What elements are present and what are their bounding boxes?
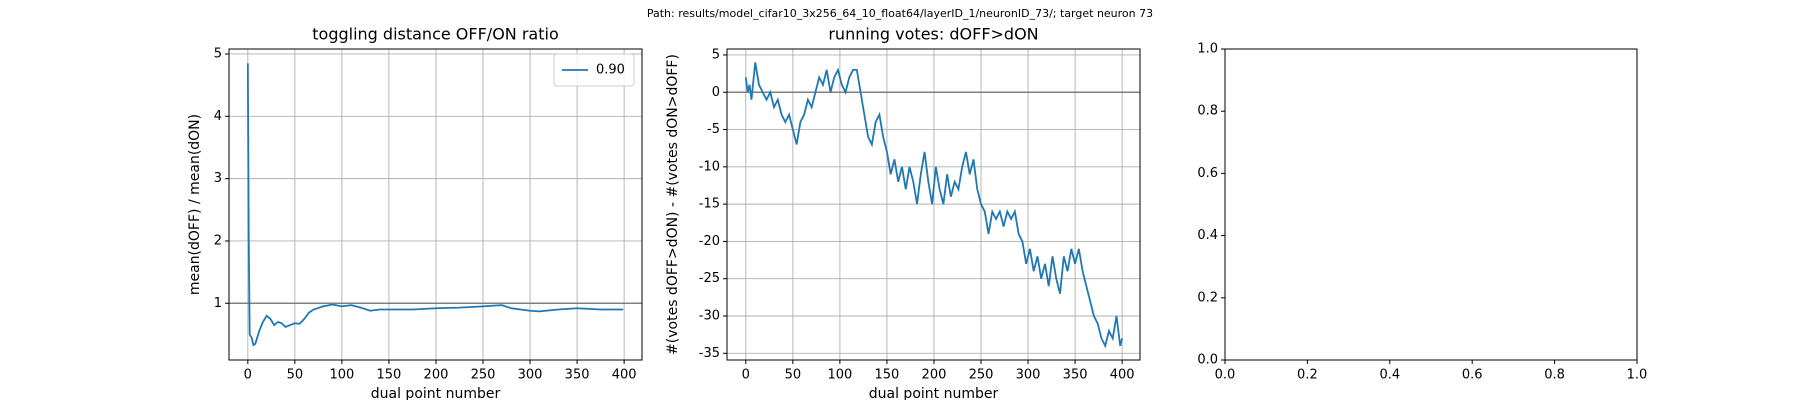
x-tick-label: 200 [424,368,449,383]
y-tick-label: 4 [214,109,222,124]
y-axis-label: #(votes dOFF>dON) - #(votes dON>dOFF) [665,54,681,355]
axes: 0 50 100 150 200 250 300 350 400 1 2 3 4 5 toggling di… [187,25,643,400]
y-tick-label: 0 [712,85,720,100]
axes: 0.0 0.2 0.4 0.6 0.8 1.0 0.0 0.2 0.4 0.6 0.8 1.0 [1197,42,1647,383]
y-axis-label: mean(dOFF) / mean(dON) [187,114,203,295]
x-tick-label: 150 [377,368,402,383]
x-tick-label: 0.8 [1544,368,1565,383]
y-tick-label: -5 [707,122,720,137]
x-tick-label: 400 [612,368,637,383]
x-tick-label: 350 [565,368,590,383]
y-tick-label: 5 [214,46,222,61]
x-tick-label: 0 [244,368,252,383]
y-tick-label: 1 [214,296,222,311]
axes-frame [1224,48,1638,361]
y-tick-label: -10 [699,159,720,174]
y-tick-label: -20 [699,234,720,249]
y-tick-label: -30 [699,308,720,323]
x-tick-label: 0 [742,368,750,383]
x-tick-label: 0.6 [1462,368,1483,383]
axes-title: running votes: dOFF>dON [828,25,1038,44]
x-tick-label: 100 [329,368,354,383]
y-tick-label: 3 [214,171,222,186]
legend-label: 0.90 [596,63,625,78]
x-tick-label: 300 [1016,368,1041,383]
axes-frame [228,48,643,361]
suptitle: Path: results/model_cifar10_3x256_64_10_… [647,7,1153,20]
x-tick-label: 250 [471,368,496,383]
y-tick-label: 0.6 [1197,166,1218,181]
x-tick-label: 400 [1110,368,1135,383]
x-tick-label: 350 [1063,368,1088,383]
x-tick-label: 0.2 [1297,368,1318,383]
x-tick-label: 200 [922,368,947,383]
y-tick-label: 0.2 [1197,290,1218,305]
line-series [744,62,1124,349]
x-tick-label: 0.4 [1379,368,1400,383]
y-tick-label: -25 [699,271,720,286]
y-tick-label: 1.0 [1197,42,1218,57]
y-tick-label: -35 [699,346,720,361]
x-tick-label: 50 [785,368,802,383]
x-axis-label: dual point number [869,386,999,400]
y-tick-label: 2 [214,233,222,248]
x-tick-label: 100 [827,368,852,383]
x-axis-label: dual point number [371,386,501,400]
y-tick-label: 0.8 [1197,104,1218,119]
x-tick-label: 300 [518,368,543,383]
x-tick-label: 250 [969,368,994,383]
x-tick-label: 50 [287,368,304,383]
axes-frame [726,48,1141,361]
axes-title: toggling distance OFF/ON ratio [312,25,558,44]
x-tick-label: 0.0 [1215,368,1236,383]
x-tick-label: 150 [875,368,900,383]
y-tick-label: 5 [712,47,720,62]
line-series [246,63,624,347]
y-tick-label: 0.4 [1197,228,1218,243]
legend-box [553,53,635,87]
y-tick-label: 0.0 [1197,353,1218,368]
x-tick-label: 1.0 [1627,368,1648,383]
axes: 0 50 100 150 200 250 300 350 400-35-30-25-20-15-… [665,25,1141,400]
legend: 0.90 [553,53,635,87]
y-tick-label: -15 [699,197,720,212]
